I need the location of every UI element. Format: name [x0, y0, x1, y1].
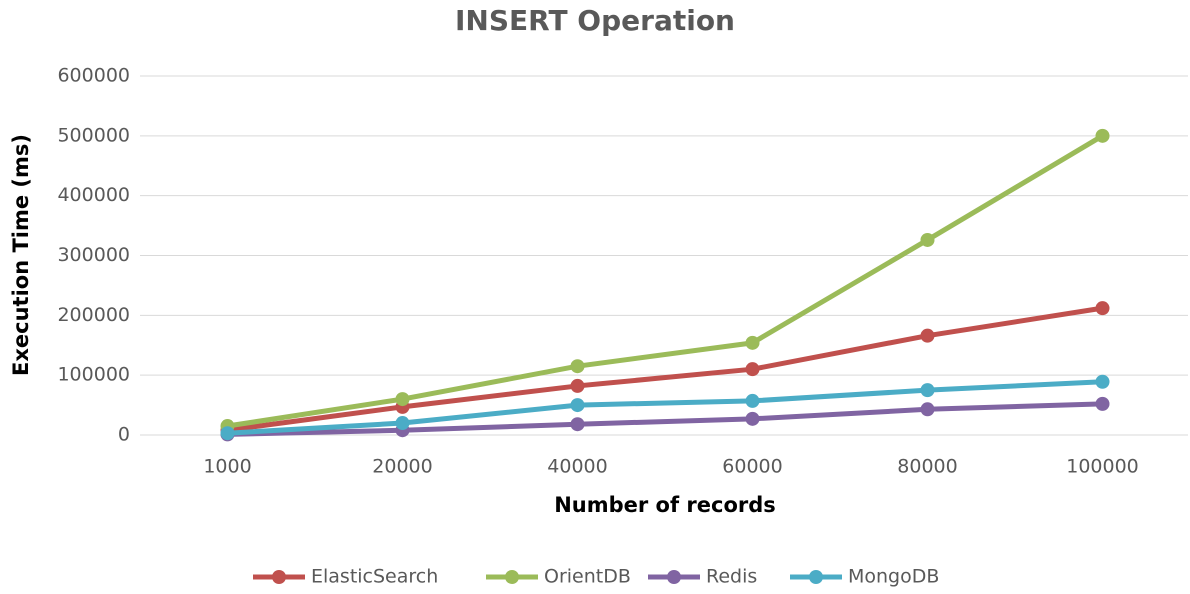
- x-tick-label: 60000: [722, 456, 782, 478]
- legend-marker: [272, 570, 286, 584]
- data-point: [920, 383, 935, 398]
- series-line: [227, 305, 1103, 433]
- legend-marker: [809, 570, 823, 584]
- data-point: [920, 402, 935, 417]
- data-point: [1095, 128, 1110, 143]
- data-point: [570, 398, 585, 413]
- data-point: [1095, 396, 1110, 411]
- y-tick-label: 500000: [57, 124, 130, 146]
- data-point: [395, 416, 410, 431]
- data-point: [920, 232, 935, 247]
- data-point: [570, 378, 585, 393]
- data-point: [745, 393, 760, 408]
- y-axis-label: Execution Time (ms): [9, 134, 33, 376]
- y-tick-label: 600000: [57, 65, 130, 87]
- x-tick-label: 1000: [203, 456, 251, 478]
- legend-marker: [505, 570, 519, 584]
- y-tick-label: 300000: [57, 244, 130, 266]
- y-tick-label: 200000: [57, 304, 130, 326]
- y-tick-label: 400000: [57, 184, 130, 206]
- chart-title: INSERT Operation: [455, 4, 735, 37]
- y-tick-label: 0: [118, 424, 130, 446]
- series-line: [227, 133, 1104, 429]
- data-point: [745, 411, 760, 426]
- series-line: [227, 401, 1103, 437]
- y-tick-label: 100000: [57, 364, 130, 386]
- x-tick-label: 80000: [897, 456, 957, 478]
- legend-label: Redis: [706, 566, 757, 588]
- legend-label: OrientDB: [544, 566, 631, 588]
- x-tick-label: 40000: [547, 456, 607, 478]
- series-line: [227, 379, 1103, 436]
- data-point: [220, 426, 235, 441]
- data-point: [745, 362, 760, 377]
- data-point: [920, 328, 935, 343]
- x-tick-label: 20000: [372, 456, 432, 478]
- legend-label: ElasticSearch: [311, 566, 438, 588]
- legend-label: MongoDB: [848, 566, 939, 588]
- legend-marker: [667, 570, 681, 584]
- data-point: [745, 335, 760, 350]
- data-point: [395, 392, 410, 407]
- data-point: [1095, 301, 1110, 316]
- data-point: [570, 359, 585, 374]
- data-point: [570, 417, 585, 432]
- data-point: [1095, 374, 1110, 389]
- x-tick-label: 100000: [1066, 456, 1139, 478]
- x-axis-label: Number of records: [554, 493, 776, 517]
